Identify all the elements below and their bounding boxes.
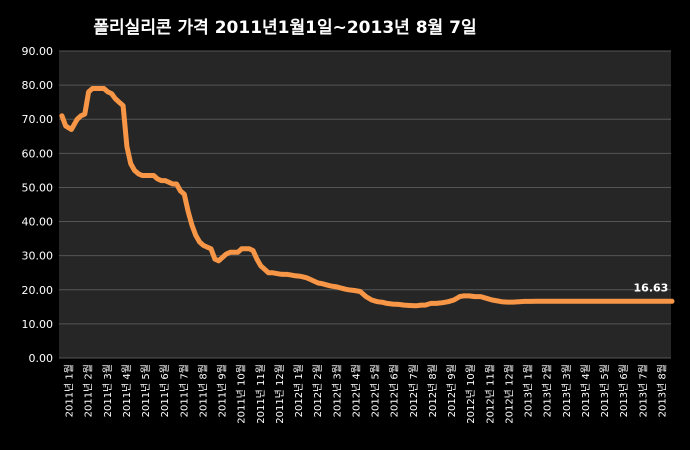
x-tick-label: 2013년 7월 bbox=[637, 364, 649, 417]
y-tick-label: 20.00 bbox=[22, 284, 54, 297]
plot-area bbox=[59, 51, 671, 358]
y-tick-label: 0.00 bbox=[29, 352, 54, 365]
x-tick-label: 2012년 12월 bbox=[503, 364, 515, 424]
x-tick-label: 2012년 3월 bbox=[331, 364, 343, 417]
x-tick-label: 2012년 8월 bbox=[427, 364, 439, 417]
x-tick-label: 2011년 10월 bbox=[236, 364, 248, 424]
x-tick-label: 2011년 6월 bbox=[159, 364, 171, 417]
x-tick-label: 2011년 3월 bbox=[102, 364, 114, 417]
x-tick-label: 2013년 2월 bbox=[542, 364, 554, 417]
x-tick-label: 2011년 7월 bbox=[178, 364, 190, 417]
y-tick-label: 10.00 bbox=[22, 318, 54, 331]
x-tick-label: 2011년 11월 bbox=[255, 364, 267, 424]
data-labels: 16.63 bbox=[634, 281, 669, 294]
x-tick-label: 2012년 6월 bbox=[389, 364, 401, 417]
x-tick-label: 2012년 7월 bbox=[408, 364, 420, 417]
x-tick-label: 2012년 2월 bbox=[312, 364, 324, 417]
x-axis: 2011년 1월 2011년 2월 2011년 3월 2011년 4월 2011년 5월… bbox=[64, 364, 669, 424]
x-tick-label: 2013년 3월 bbox=[561, 364, 573, 417]
y-tick-label: 40.00 bbox=[22, 216, 54, 229]
x-tick-label: 2011년 2월 bbox=[83, 364, 95, 417]
x-tick-label: 2013년 4월 bbox=[580, 364, 592, 417]
y-tick-label: 80.00 bbox=[22, 79, 54, 92]
x-tick-label: 2012년 10월 bbox=[465, 364, 477, 424]
x-tick-label: 2011년 5월 bbox=[140, 364, 152, 417]
series-line bbox=[59, 86, 675, 309]
x-tick-label: 2013년 1월 bbox=[523, 364, 535, 417]
x-tick-label: 2013년 8월 bbox=[656, 364, 668, 417]
y-tick-label: 60.00 bbox=[22, 147, 54, 160]
y-tick-label: 30.00 bbox=[22, 250, 54, 263]
y-tick-label: 70.00 bbox=[22, 113, 54, 126]
x-tick-label: 2012년 9월 bbox=[446, 364, 458, 417]
y-tick-label: 90.00 bbox=[22, 45, 54, 58]
x-tick-label: 2011년 8월 bbox=[197, 364, 209, 417]
x-tick-label: 2012년 1월 bbox=[293, 364, 305, 417]
x-tick-label: 2011년 12월 bbox=[274, 364, 286, 424]
x-tick-label: 2012년 5월 bbox=[370, 364, 382, 417]
x-tick-label: 2011년 9월 bbox=[217, 364, 229, 417]
x-tick-label: 2011년 1월 bbox=[64, 364, 76, 417]
chart-title: 폴리실리콘 가격 2011년1월1일~2013년 8월 7일 bbox=[93, 18, 476, 38]
x-tick-label: 2012년 11월 bbox=[484, 364, 496, 424]
data-label: 16.63 bbox=[634, 281, 669, 294]
x-tick-label: 2013년 5월 bbox=[599, 364, 611, 417]
x-tick-label: 2011년 4월 bbox=[121, 364, 133, 417]
y-tick-label: 50.00 bbox=[22, 181, 54, 194]
x-tick-label: 2012년 4월 bbox=[350, 364, 362, 417]
y-axis: 0.00 10.00 20.00 30.00 40.00 50.00 60.00 70.00 8… bbox=[22, 45, 54, 365]
gridlines bbox=[59, 50, 671, 359]
x-tick-label: 2013년 6월 bbox=[618, 364, 630, 417]
